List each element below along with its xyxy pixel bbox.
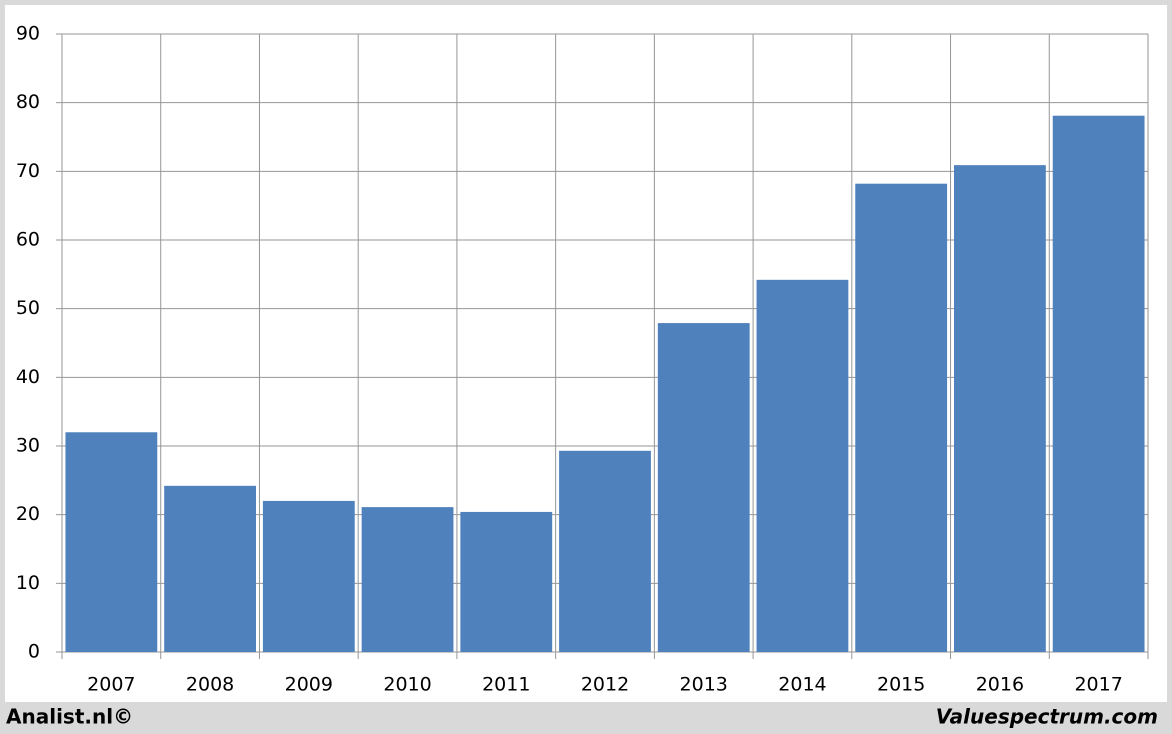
x-tick-label: 2007 [87,674,135,696]
bar [65,432,158,652]
y-tick-label: 60 [16,229,40,251]
bar [460,511,553,652]
x-tick-label: 2008 [186,674,234,696]
x-tick-label: 2016 [976,674,1024,696]
bar [164,485,256,652]
y-tick-label: 20 [16,503,40,525]
bar [855,183,948,652]
bar [262,500,355,652]
y-tick-label: 40 [16,366,40,388]
footer-right: Valuespectrum.com [936,705,1158,729]
y-tick-label: 10 [16,572,40,594]
x-tick-label: 2015 [877,674,925,696]
y-tick-label: 90 [16,23,40,45]
y-tick-label: 50 [16,297,40,319]
x-tick-label: 2011 [482,674,530,696]
footer-left: Analist.nl© [6,705,133,729]
bar [657,323,750,652]
x-tick-label: 2017 [1074,674,1122,696]
bar [756,279,849,652]
y-tick-label: 0 [28,641,40,663]
bar [559,450,651,652]
x-tick-label: 2014 [778,674,826,696]
y-tick-label: 70 [16,160,40,182]
y-tick-label: 30 [16,435,40,457]
bar [1052,115,1145,653]
bar [361,507,454,652]
x-tick-label: 2010 [383,674,431,696]
x-tick-label: 2012 [581,674,629,696]
bar [954,165,1046,653]
x-tick-label: 2013 [680,674,728,696]
y-tick-label: 80 [16,91,40,113]
x-tick-label: 2009 [285,674,333,696]
